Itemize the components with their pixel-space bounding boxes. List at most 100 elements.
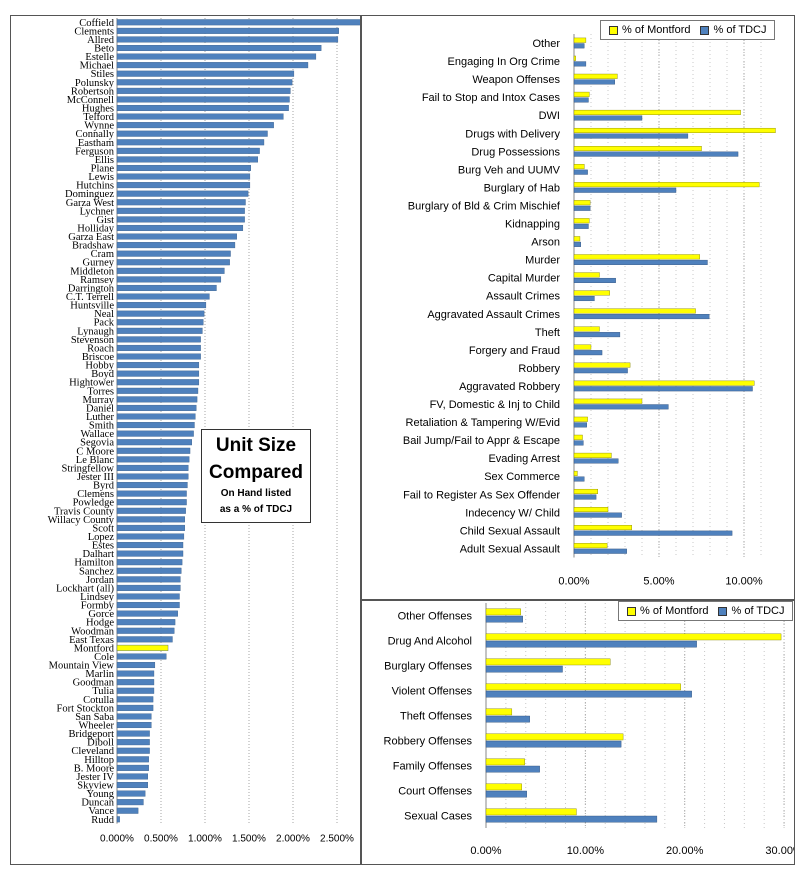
category-label-fail-to-stop-and-intox-cases: Fail to Stop and Intox Cases (422, 92, 561, 104)
bar-montford-sex-commerce (573, 470, 578, 476)
legend-montford-bottom-label: % of Montford (640, 605, 709, 617)
bar-diboll (116, 739, 150, 746)
bar-montford-theft-offenses (485, 708, 513, 716)
bar-mcconnell (116, 96, 290, 103)
bar-gurney (116, 259, 230, 266)
bar-montford-robbery (573, 362, 631, 368)
category-label-wheeler: Wheeler (78, 721, 114, 732)
bar-skyview (116, 782, 148, 789)
category-label-east-texas: East Texas (69, 635, 114, 646)
x-tick-label: 0.500% (144, 834, 178, 845)
category-label-robertson: Robertson (71, 86, 115, 97)
bar-montford-burglary-offenses (485, 658, 611, 666)
bar-ferguson (116, 147, 260, 154)
category-label-stiles: Stiles (91, 69, 114, 80)
category-label-aggravated-assault-crimes: Aggravated Assault Crimes (427, 309, 560, 321)
bar-jordan (116, 576, 181, 583)
bar-rudd (116, 816, 120, 823)
bar-garza-west (116, 199, 246, 206)
bar-allred (116, 36, 339, 43)
bar-tdcj-drug-and-alcohol (485, 640, 697, 648)
bar-montford-engaging-in-org-crime (573, 55, 576, 61)
category-label-clements: Clements (74, 26, 114, 37)
category-label-gorce: Gorce (88, 609, 114, 620)
category-label-tulia: Tulia (92, 686, 114, 697)
bar-coffield (116, 19, 362, 26)
category-label-briscoe: Briscoe (82, 352, 114, 363)
bar-bradshaw (116, 242, 236, 249)
offense-detail-chart: 0.00% 5.00% 10.00% Other Engaging In Org Cri… (403, 34, 776, 587)
category-label-estes: Estes (92, 541, 114, 552)
bar-jester-iii (116, 473, 189, 480)
bar-tdcj-burglary-of-hab (573, 187, 677, 193)
unit-size-chart: 0.000% 0.500% 1.000% 1.500% 2.000% 2.500% Coff… (48, 18, 362, 845)
bar-tdcj-violent-offenses (485, 690, 692, 698)
x-tick-label: 0.00% (470, 845, 501, 857)
bar-plane (116, 164, 251, 171)
category-label-robbery-offenses: Robbery Offenses (384, 736, 473, 748)
bar-polunsky (116, 79, 293, 86)
bar-stringfellow (116, 464, 189, 471)
category-label-robbery: Robbery (518, 363, 560, 375)
category-label-jester-iv: Jester IV (76, 772, 114, 783)
category-label-violent-offenses: Violent Offenses (392, 686, 473, 698)
bar-michael (116, 62, 309, 69)
category-label-cotulla: Cotulla (83, 695, 114, 706)
category-label-lopez: Lopez (88, 532, 115, 543)
category-label-lockhart-all: Lockhart (all) (56, 583, 115, 594)
bar-murray (116, 396, 198, 403)
bar-tdcj-child-sexual-assault (573, 530, 733, 536)
legend-tdcj-swatch (700, 25, 710, 35)
category-label-family-offenses: Family Offenses (393, 761, 473, 773)
bar-b-moore (116, 764, 149, 771)
bar-estelle (116, 53, 317, 60)
category-label-michael: Michael (80, 61, 114, 72)
category-label-hilltop: Hilltop (84, 755, 114, 766)
category-label-child-sexual-assault: Child Sexual Assault (460, 525, 560, 537)
bar-cleveland (116, 747, 150, 754)
bar-clements (116, 27, 339, 34)
category-label-assault-crimes: Assault Crimes (486, 291, 560, 303)
callout-title-line2: Compared (209, 462, 303, 483)
bar-woodman (116, 627, 175, 634)
bar-luther (116, 413, 196, 420)
category-label-hutchins: Hutchins (76, 181, 114, 192)
category-label-sex-commerce: Sex Commerce (484, 471, 560, 483)
category-label-other-offenses: Other Offenses (398, 611, 473, 623)
bar-tdcj-sexual-cases (485, 815, 658, 823)
category-label-indecency-w-child: Indecency W/ Child (465, 507, 560, 519)
category-label-lychner: Lychner (80, 206, 115, 217)
category-label-lynaugh: Lynaugh (77, 326, 114, 337)
offense-category-chart-panel: 0.00% 10.00% 20.00% 30.00% Other Offenses Dru… (361, 600, 800, 865)
category-label-stevenson: Stevenson (71, 335, 115, 346)
category-label-travis-county: Travis County (54, 506, 115, 517)
category-label-duncan: Duncan (81, 798, 114, 809)
category-label-polunsky: Polunsky (75, 78, 115, 89)
bar-neal (116, 310, 205, 317)
x-tick-label: 0.000% (100, 834, 134, 845)
bar-montford (116, 644, 169, 651)
bar-briscoe (116, 353, 201, 360)
category-label-formby: Formby (81, 601, 115, 612)
bar-tdcj-retaliation-tampering-w-evid (573, 422, 587, 428)
category-label-forgery-and-fraud: Forgery and Fraud (469, 345, 560, 357)
category-label-burg-veh-and-uumv: Burg Veh and UUMV (458, 164, 561, 176)
category-label-gist: Gist (96, 215, 114, 226)
bar-montford-burg-veh-and-uumv (573, 164, 585, 170)
bar-montford-aggravated-assault-crimes (573, 308, 696, 314)
category-label-lindsey: Lindsey (80, 592, 115, 603)
bar-montford-assault-crimes (573, 290, 610, 296)
bar-montford-theft (573, 326, 600, 332)
bar-montford-adult-sexual-assault (573, 543, 608, 549)
category-label-daniel: Daniel (86, 403, 114, 414)
category-label-le-blanc: Le Blanc (76, 455, 115, 466)
bar-hamilton (116, 559, 183, 566)
bar-montford-violent-offenses (485, 683, 681, 691)
legend-montford-bottom-swatch (627, 606, 636, 616)
bar-tdcj-bail-jump-fail-to-appr-escape (573, 440, 584, 446)
category-label-ellis: Ellis (95, 155, 114, 166)
bar-garza-east (116, 233, 237, 240)
bar-tdcj-indecency-w-child (573, 512, 622, 518)
category-label-burglary-of-hab: Burglary of Hab (484, 182, 560, 194)
category-label-drug-and-alcohol: Drug And Alcohol (388, 636, 472, 648)
